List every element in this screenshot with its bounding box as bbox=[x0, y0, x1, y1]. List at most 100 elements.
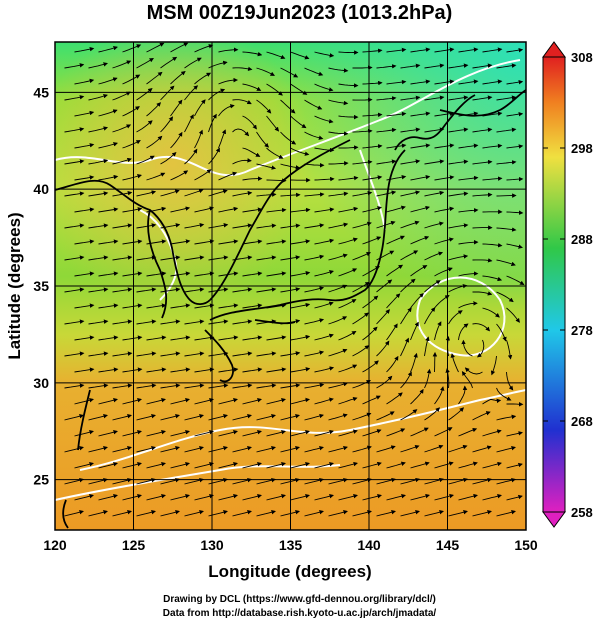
wind-arrow bbox=[434, 111, 455, 117]
wind-arrow bbox=[290, 430, 310, 437]
wind-arrow bbox=[242, 367, 263, 373]
wind-arrow bbox=[376, 96, 397, 101]
wind-arrow bbox=[328, 445, 348, 453]
wind-arrow bbox=[136, 255, 157, 261]
wind-arrow bbox=[98, 430, 118, 437]
wind-arrow bbox=[74, 207, 95, 213]
wind-arrow bbox=[314, 301, 334, 309]
wind-arrow bbox=[400, 159, 421, 165]
wind-arrow bbox=[232, 99, 252, 105]
wind-arrow bbox=[146, 102, 162, 117]
wind-arrow bbox=[458, 208, 479, 213]
wind-arrow bbox=[448, 444, 468, 453]
wind-arrow bbox=[232, 66, 253, 72]
wind-arrow bbox=[280, 163, 301, 170]
wind-arrow bbox=[424, 63, 445, 69]
wind-arrow bbox=[424, 336, 430, 357]
wind-arrow bbox=[352, 312, 369, 325]
colorbar: 258 268 278 288 298 308 bbox=[542, 41, 593, 528]
wind-arrow bbox=[136, 120, 153, 133]
wind-arrow bbox=[386, 461, 406, 469]
wind-arrow bbox=[242, 83, 262, 91]
wind-arrow bbox=[146, 398, 166, 405]
wind-arrow bbox=[400, 190, 421, 197]
wind-arrow bbox=[64, 383, 85, 389]
wind-arrow bbox=[74, 367, 95, 373]
wind-arrow bbox=[304, 223, 325, 229]
wind-arrow bbox=[376, 220, 396, 229]
wind-arrow bbox=[256, 99, 272, 114]
wind-arrow bbox=[304, 350, 325, 357]
wind-arrow bbox=[218, 494, 238, 501]
wind-arrow bbox=[74, 494, 94, 501]
wind-arrow bbox=[218, 171, 238, 181]
wind-arrow bbox=[304, 67, 324, 76]
wind-arrow bbox=[458, 239, 479, 245]
x-axis: 120 125 130 135 140 145 150 bbox=[43, 537, 538, 553]
wind-arrow bbox=[170, 99, 183, 117]
wind-arrow bbox=[314, 83, 334, 92]
wind-arrow bbox=[266, 367, 287, 373]
colorbar-min-arrow bbox=[542, 511, 566, 528]
wind-arrow bbox=[410, 79, 431, 85]
wind-arrow bbox=[112, 414, 132, 421]
wind-arrow bbox=[352, 159, 373, 165]
wind-arrow bbox=[434, 47, 455, 53]
wind-arrow bbox=[458, 493, 478, 501]
wind-arrow bbox=[290, 462, 310, 469]
y-tick-label: 30 bbox=[33, 375, 49, 391]
wind-arrow bbox=[328, 510, 348, 517]
wind-arrow bbox=[232, 255, 253, 261]
wind-arrow bbox=[184, 414, 204, 421]
wind-arrow bbox=[122, 44, 142, 53]
wind-arrow bbox=[496, 63, 517, 69]
wind-arrow bbox=[496, 510, 516, 517]
wind-arrow bbox=[266, 462, 286, 469]
wind-arrow bbox=[410, 321, 419, 341]
wind-arrow bbox=[376, 445, 396, 453]
wind-arrow bbox=[146, 303, 167, 309]
wind-arrow bbox=[290, 494, 310, 501]
wind-arrow bbox=[122, 74, 141, 85]
wind-arrow bbox=[506, 431, 523, 437]
wind-arrow bbox=[160, 319, 181, 325]
wind-arrow bbox=[338, 429, 358, 437]
wind-arrow bbox=[352, 380, 371, 389]
wind-arrow bbox=[434, 206, 455, 213]
wind-arrow bbox=[98, 109, 118, 117]
wind-arrow bbox=[280, 67, 299, 78]
x-tick-label: 145 bbox=[436, 537, 460, 553]
wind-arrow bbox=[74, 143, 95, 149]
x-axis-label: Longitude (degrees) bbox=[208, 562, 371, 581]
wind-arrow bbox=[194, 44, 214, 53]
wind-arrow bbox=[170, 70, 186, 85]
wind-arrow bbox=[170, 430, 190, 437]
wind-arrow bbox=[410, 235, 430, 245]
wind-arrow bbox=[338, 397, 358, 405]
wind-arrow bbox=[448, 191, 469, 197]
wind-arrow bbox=[256, 223, 277, 229]
wind-arrow bbox=[448, 407, 465, 421]
wind-arrow bbox=[410, 427, 429, 437]
wind-arrow bbox=[482, 307, 500, 318]
wind-arrow bbox=[122, 462, 142, 469]
wind-arrow bbox=[376, 127, 397, 133]
colorbar-tick-label: 308 bbox=[571, 50, 593, 65]
wind-arrow bbox=[362, 112, 383, 118]
wind-arrow bbox=[304, 446, 324, 453]
wind-arrow bbox=[112, 223, 133, 229]
wind-arrow bbox=[304, 99, 323, 110]
wind-arrow bbox=[352, 412, 372, 421]
wind-arrow bbox=[266, 335, 287, 341]
wind-arrow bbox=[472, 192, 493, 198]
wind-arrow bbox=[194, 430, 214, 437]
wind-arrow bbox=[280, 510, 300, 517]
wind-arrow bbox=[496, 323, 507, 342]
wind-arrow bbox=[98, 142, 118, 149]
wind-arrow bbox=[122, 398, 142, 405]
wind-arrow bbox=[218, 77, 238, 85]
wind-arrow bbox=[304, 286, 325, 293]
wind-arrow bbox=[160, 351, 181, 357]
wind-arrow bbox=[506, 176, 524, 182]
wind-arrow bbox=[386, 235, 405, 245]
